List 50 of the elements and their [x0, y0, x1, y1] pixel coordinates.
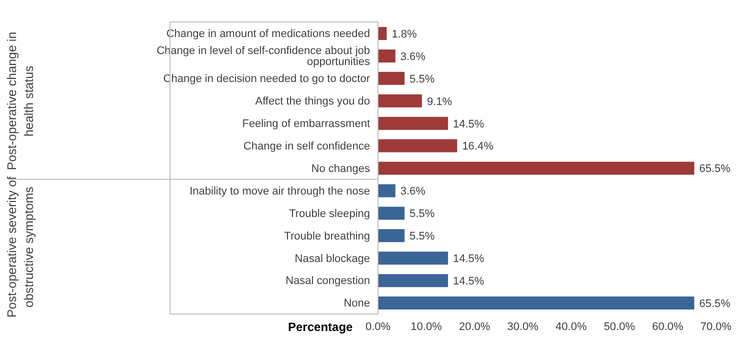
bar	[378, 139, 458, 152]
bar	[378, 162, 694, 175]
y-tick-label: Nasal blockage	[294, 252, 370, 265]
y-tick-label: No changes	[311, 162, 370, 175]
x-tick-label: 50.0%	[604, 320, 636, 333]
x-tick-label: 70.0%	[700, 320, 732, 333]
y-tick-label: None	[344, 298, 370, 310]
bar	[378, 94, 422, 108]
bar	[378, 229, 405, 242]
bar	[378, 49, 396, 62]
y-tick-label: Trouble breathing	[284, 230, 370, 242]
y-tick-label: Feeling of embarrassment	[242, 118, 370, 130]
data-label: 14.5%	[453, 118, 484, 130]
data-label: 14.5%	[453, 253, 484, 266]
data-label: 14.5%	[453, 275, 484, 288]
text: Post-operative severity of obstructive symptoms	[4, 175, 37, 320]
data-label: 65.5%	[699, 298, 731, 310]
x-tick-label: 10.0%	[410, 320, 442, 333]
data-label: 65.5%	[699, 163, 731, 176]
data-label: 3.6%	[400, 50, 426, 63]
text: Post-operative change in health status	[4, 30, 37, 172]
y-tick-label: Affect the things you do	[255, 96, 370, 108]
data-label: 9.1%	[426, 96, 452, 108]
data-label: 5.5%	[410, 230, 435, 243]
y-tick-label: Change in self confidence	[243, 140, 370, 152]
bar	[378, 206, 405, 220]
bar	[378, 296, 694, 310]
x-axis-title: Percentage	[288, 320, 353, 334]
x-tick-label: 30.0%	[507, 320, 539, 333]
x-tick-label: 0.0%	[365, 320, 391, 333]
data-label: 3.6%	[400, 186, 426, 198]
y-tick-label: Change in amount of medications needed	[166, 28, 370, 40]
y-tick-label: Trouble sleeping	[289, 208, 370, 220]
y-tick-label: Nasal congestion	[286, 275, 370, 288]
data-label: 5.5%	[410, 73, 435, 86]
bar	[378, 72, 405, 85]
bar	[378, 252, 448, 265]
x-tick-label: 20.0%	[458, 320, 490, 333]
bar	[378, 27, 387, 40]
y-tick-label: Change in decision needed to go to doctor	[163, 73, 370, 86]
data-label: 16.4%	[462, 140, 494, 153]
bar	[378, 184, 396, 198]
data-label: 5.5%	[410, 208, 435, 220]
bar	[378, 116, 448, 130]
bar	[378, 274, 448, 288]
y-tick-label: Inability to move air through the nose	[190, 185, 370, 198]
x-tick-label: 40.0%	[556, 320, 587, 333]
y-tick-label: Change in level of self-confidence about job opportunities	[156, 45, 370, 68]
x-tick-label: 60.0%	[652, 320, 684, 333]
data-label: 1.8%	[392, 28, 417, 40]
